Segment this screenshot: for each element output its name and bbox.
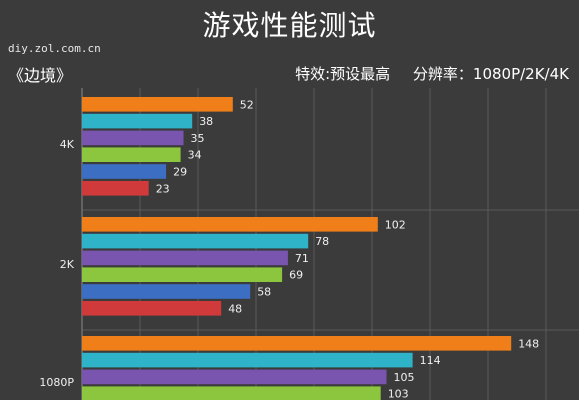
data-label: 69 [289,269,303,282]
bar [82,336,512,351]
source-watermark: diy.zol.com.cn [8,42,101,55]
category-label: 4K [60,138,75,151]
test-settings: 特效:预设最高 分辨率：1080P/2K/4K [277,63,569,84]
bar [82,233,309,249]
bar [82,147,181,162]
bar [82,352,413,368]
data-label: 103 [388,388,409,400]
data-label: 34 [188,149,202,162]
data-label: 58 [257,286,271,299]
bar [82,284,251,299]
data-label: 105 [394,371,415,384]
category-label: 2K [60,258,75,271]
data-label: 48 [228,302,242,315]
data-label: 148 [518,337,539,350]
data-label: 38 [199,115,213,128]
resolution-setting: 分辨率：1080P/2K/4K [412,65,569,83]
bar [82,97,233,112]
bar [82,130,184,146]
bar [82,250,288,266]
bar [82,181,149,196]
game-name: 《边境》 [8,66,73,85]
category-label: 1080P [39,376,74,389]
chart-title: 游戏性能测试 [202,9,377,42]
effect-setting: 特效:预设最高 [295,65,391,83]
data-label: 23 [156,182,170,195]
data-label: 114 [420,354,441,367]
bar [82,113,193,129]
data-label: 78 [315,235,329,248]
data-label: 29 [173,166,187,179]
bar [82,301,222,316]
bar [82,386,381,400]
data-label: 35 [191,132,205,145]
data-label: 102 [385,218,406,231]
bar [82,267,283,282]
data-label: 52 [240,98,254,111]
bar [82,369,387,385]
bar [82,164,167,179]
data-label: 71 [295,252,309,265]
bar [82,217,378,232]
